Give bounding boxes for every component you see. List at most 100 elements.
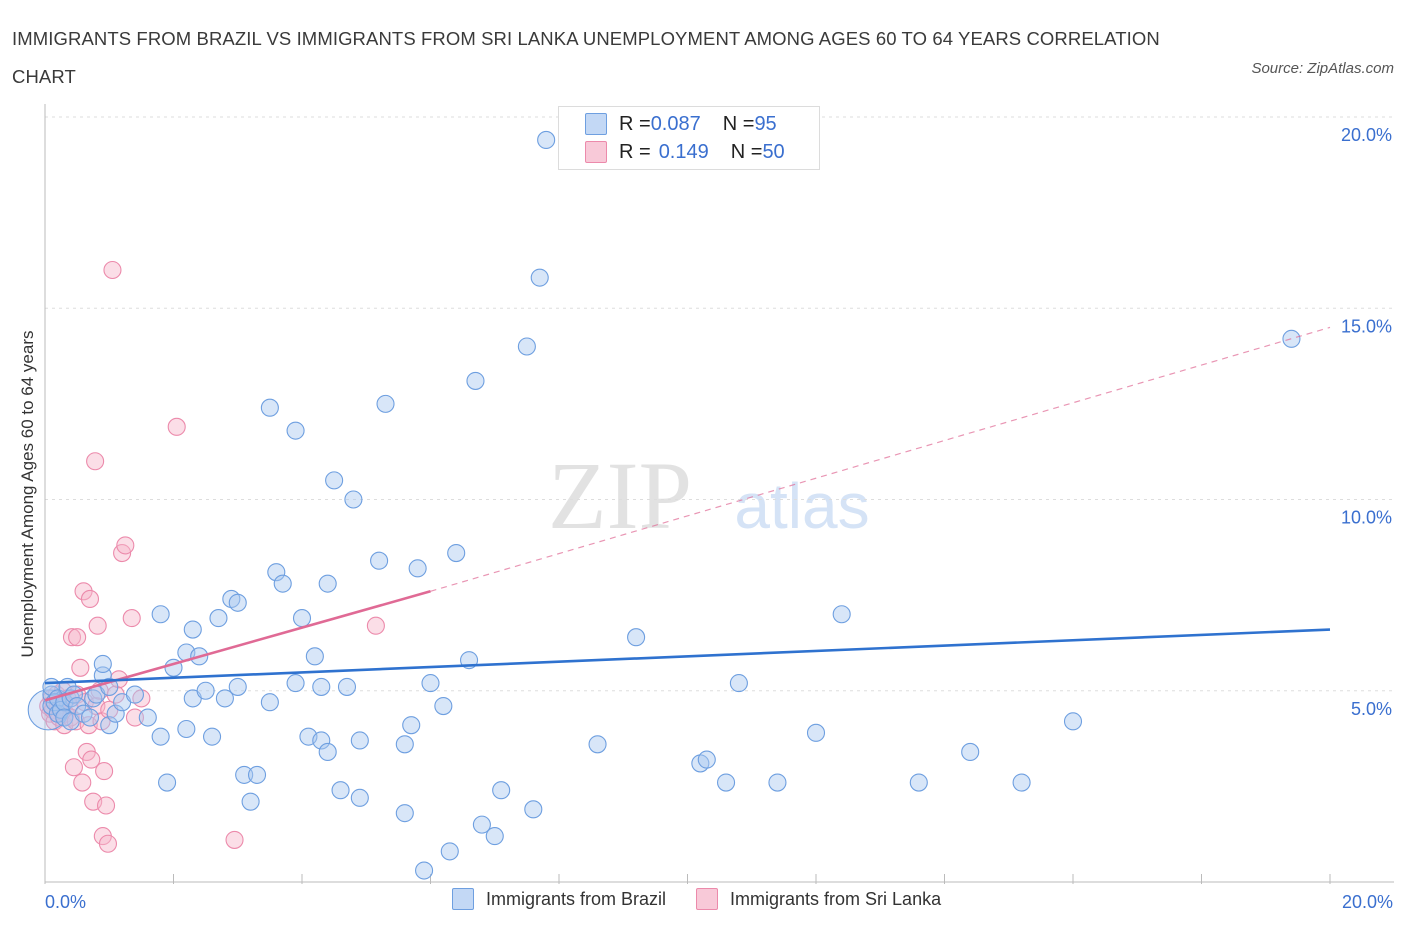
- brazil-point: [318, 742, 337, 762]
- x-tick-label: 20.0%: [1342, 892, 1393, 912]
- brazil-point: [832, 605, 851, 624]
- brazil-point: [138, 708, 157, 727]
- brazil-point: [177, 719, 196, 739]
- brazil-point: [228, 677, 247, 696]
- brazil-point: [1012, 773, 1031, 792]
- brazil-point: [247, 765, 267, 784]
- brazil-point: [260, 693, 279, 712]
- correlation-legend: R = 0.087 N = 95 R = 0.149 N = 50: [558, 106, 820, 170]
- srilanka-trend-extension: [430, 326, 1331, 592]
- srilanka-point: [122, 609, 141, 628]
- srilanka-point: [366, 616, 385, 635]
- brazil-point: [402, 716, 421, 735]
- brazil-point: [292, 609, 312, 628]
- brazil-point: [517, 337, 536, 356]
- brazil-point: [273, 574, 292, 593]
- brazil-point: [627, 628, 646, 647]
- brazil-points: [27, 130, 1301, 880]
- srilanka-points: [39, 260, 385, 853]
- brazil-point: [286, 421, 305, 440]
- brazil-point: [312, 677, 331, 696]
- brazil-point: [331, 781, 350, 800]
- srilanka-point: [80, 589, 100, 609]
- brazil-point: [215, 689, 234, 708]
- brazil-point: [93, 654, 112, 674]
- n-label: N =: [730, 140, 763, 163]
- srilanka-point: [73, 773, 92, 792]
- brazil-point: [106, 704, 125, 723]
- brazil-point: [151, 605, 170, 624]
- srilanka-point: [86, 452, 105, 471]
- brazil-point: [961, 742, 980, 762]
- brazil-point: [183, 620, 202, 639]
- n-label: N =: [722, 112, 755, 135]
- y-tick-label: 15.0%: [1341, 316, 1392, 336]
- brazil-point: [492, 781, 511, 800]
- srilanka-point: [95, 762, 114, 781]
- srilanka-point: [64, 758, 83, 777]
- brazil-point: [408, 559, 427, 578]
- srilanka-point: [98, 834, 118, 853]
- r-label: R =: [619, 112, 651, 135]
- brazil-point: [235, 765, 254, 784]
- legend-item-brazil: Immigrants from Brazil: [452, 888, 666, 910]
- brazil-point: [260, 398, 279, 417]
- srilanka-point: [82, 750, 101, 769]
- brazil-point: [337, 677, 357, 696]
- legend-row-brazil: R = 0.087 N = 95: [585, 111, 777, 137]
- brazil-point: [350, 731, 369, 750]
- brazil-point: [485, 827, 504, 846]
- watermark: ZIP atlas: [548, 442, 870, 549]
- brazil-point: [421, 674, 440, 693]
- brazil-point: [158, 773, 177, 792]
- brazil-point: [909, 773, 928, 792]
- brazil-point: [312, 731, 331, 750]
- srilanka-point: [96, 796, 116, 815]
- brazil-point: [80, 708, 100, 727]
- brazil-point: [376, 394, 395, 413]
- brazil-point: [524, 800, 543, 819]
- brazil-point: [530, 268, 549, 287]
- brazil-point: [434, 696, 453, 716]
- legend-item-srilanka: Immigrants from Sri Lanka: [696, 888, 941, 910]
- brazil-point: [806, 723, 826, 742]
- series-legend: Immigrants from Brazil Immigrants from S…: [452, 888, 971, 910]
- y-tick-label: 10.0%: [1341, 508, 1392, 528]
- srilanka-point: [106, 685, 125, 704]
- brazil-point: [472, 815, 491, 834]
- tick-labels: 5.0% 10.0% 15.0% 20.0% 0.0% 20.0%: [45, 125, 1393, 912]
- brazil-point: [697, 750, 716, 769]
- brazil-point: [325, 471, 344, 490]
- srilanka-point: [62, 628, 82, 647]
- watermark-zip: ZIP: [548, 442, 692, 549]
- brazil-legend-swatch: [452, 888, 474, 910]
- brazil-point: [344, 490, 363, 509]
- brazil-point: [196, 681, 215, 700]
- trend-lines: [44, 326, 1331, 702]
- brazil-point: [228, 593, 247, 612]
- watermark-atlas: atlas: [734, 470, 869, 542]
- legend-row-srilanka: R = 0.149 N = 50: [585, 139, 785, 165]
- srilanka-point: [167, 417, 186, 436]
- brazil-point: [1282, 329, 1301, 348]
- srilanka-point: [74, 582, 93, 601]
- brazil-point: [370, 551, 389, 570]
- srilanka-legend-swatch: [696, 888, 719, 910]
- brazil-point: [415, 861, 434, 880]
- brazil-point: [440, 842, 459, 861]
- brazil-point: [466, 371, 485, 390]
- brazil-point: [267, 563, 286, 582]
- r-value: 0.149: [658, 140, 709, 163]
- r-label: R =: [619, 140, 651, 163]
- srilanka-swatch: [585, 141, 607, 163]
- brazil-point: [447, 543, 466, 563]
- brazil-point: [286, 674, 305, 693]
- brazil-point: [209, 609, 228, 628]
- brazil-point: [395, 804, 414, 823]
- srilanka-point: [103, 260, 122, 280]
- brazil-point: [125, 685, 144, 704]
- brazil-point: [100, 716, 119, 735]
- legend-label-srilanka: Immigrants from Sri Lanka: [730, 888, 942, 909]
- srilanka-point: [71, 658, 90, 677]
